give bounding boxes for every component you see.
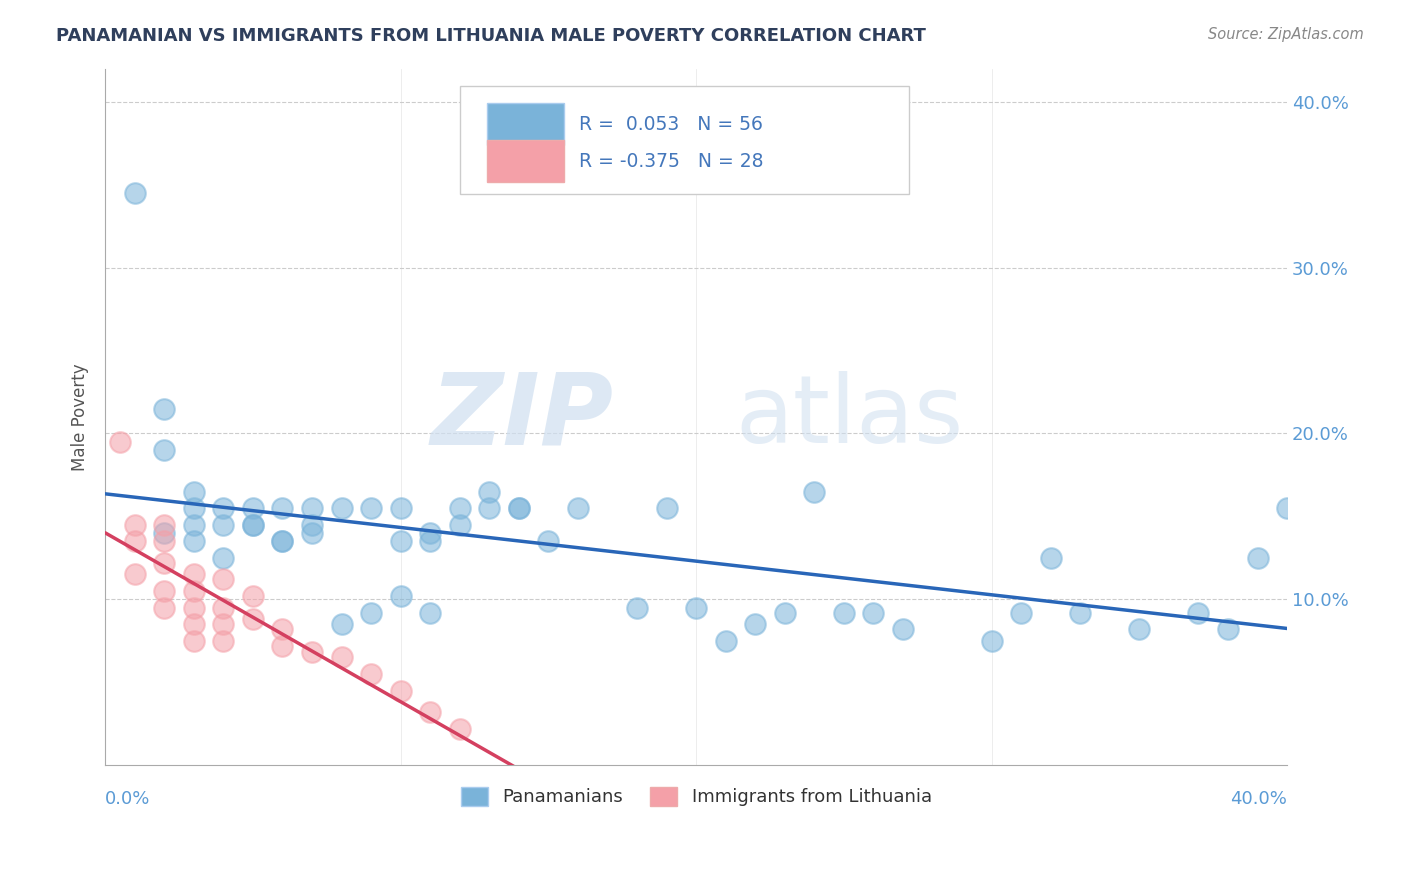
Point: [242, 589, 264, 603]
Point: [153, 600, 176, 615]
Point: [685, 600, 707, 615]
Text: R = -0.375   N = 28: R = -0.375 N = 28: [579, 152, 763, 170]
Point: [508, 501, 530, 516]
Point: [1275, 501, 1298, 516]
Point: [389, 589, 412, 603]
FancyBboxPatch shape: [486, 140, 564, 182]
Point: [212, 573, 235, 587]
Point: [330, 501, 353, 516]
FancyBboxPatch shape: [460, 86, 908, 194]
Point: [183, 484, 205, 499]
Point: [242, 612, 264, 626]
Point: [124, 567, 146, 582]
Point: [832, 606, 855, 620]
Point: [212, 517, 235, 532]
Point: [183, 600, 205, 615]
Point: [1216, 622, 1239, 636]
Text: PANAMANIAN VS IMMIGRANTS FROM LITHUANIA MALE POVERTY CORRELATION CHART: PANAMANIAN VS IMMIGRANTS FROM LITHUANIA …: [56, 27, 927, 45]
Point: [124, 517, 146, 532]
Point: [183, 534, 205, 549]
Point: [803, 484, 825, 499]
Point: [1069, 606, 1091, 620]
Point: [744, 617, 766, 632]
Point: [183, 517, 205, 532]
Text: 0.0%: 0.0%: [105, 789, 150, 807]
Point: [212, 600, 235, 615]
Point: [153, 534, 176, 549]
Text: R =  0.053   N = 56: R = 0.053 N = 56: [579, 115, 763, 134]
Point: [478, 501, 501, 516]
Point: [330, 650, 353, 665]
Point: [626, 600, 648, 615]
Point: [449, 722, 471, 736]
FancyBboxPatch shape: [486, 103, 564, 145]
Point: [389, 534, 412, 549]
Point: [153, 526, 176, 541]
Point: [271, 639, 294, 653]
Point: [108, 434, 131, 449]
Point: [153, 401, 176, 416]
Point: [1010, 606, 1032, 620]
Text: 40.0%: 40.0%: [1230, 789, 1286, 807]
Point: [271, 501, 294, 516]
Point: [301, 645, 323, 659]
Point: [212, 633, 235, 648]
Point: [183, 584, 205, 599]
Point: [212, 550, 235, 565]
Point: [124, 534, 146, 549]
Point: [1039, 550, 1062, 565]
Point: [389, 501, 412, 516]
Point: [1187, 606, 1209, 620]
Point: [153, 556, 176, 570]
Point: [153, 443, 176, 458]
Point: [449, 501, 471, 516]
Point: [183, 633, 205, 648]
Point: [862, 606, 884, 620]
Point: [212, 501, 235, 516]
Point: [301, 526, 323, 541]
Point: [183, 567, 205, 582]
Text: Source: ZipAtlas.com: Source: ZipAtlas.com: [1208, 27, 1364, 42]
Point: [389, 683, 412, 698]
Point: [271, 534, 294, 549]
Point: [419, 534, 441, 549]
Point: [330, 617, 353, 632]
Point: [1128, 622, 1150, 636]
Point: [153, 517, 176, 532]
Point: [301, 501, 323, 516]
Point: [271, 622, 294, 636]
Point: [449, 517, 471, 532]
Point: [567, 501, 589, 516]
Point: [183, 501, 205, 516]
Point: [242, 517, 264, 532]
Point: [419, 526, 441, 541]
Point: [242, 517, 264, 532]
Point: [419, 705, 441, 719]
Point: [537, 534, 560, 549]
Point: [360, 606, 382, 620]
Point: [891, 622, 914, 636]
Point: [419, 606, 441, 620]
Point: [212, 617, 235, 632]
Point: [153, 584, 176, 599]
Point: [271, 534, 294, 549]
Y-axis label: Male Poverty: Male Poverty: [72, 363, 89, 471]
Point: [1246, 550, 1268, 565]
Point: [360, 667, 382, 681]
Text: atlas: atlas: [735, 371, 965, 463]
Point: [714, 633, 737, 648]
Point: [773, 606, 796, 620]
Point: [478, 484, 501, 499]
Point: [508, 501, 530, 516]
Point: [242, 501, 264, 516]
Text: ZIP: ZIP: [430, 368, 613, 466]
Point: [183, 617, 205, 632]
Point: [360, 501, 382, 516]
Point: [301, 517, 323, 532]
Point: [655, 501, 678, 516]
Legend: Panamanians, Immigrants from Lithuania: Panamanians, Immigrants from Lithuania: [451, 778, 941, 815]
Point: [980, 633, 1002, 648]
Point: [124, 186, 146, 200]
